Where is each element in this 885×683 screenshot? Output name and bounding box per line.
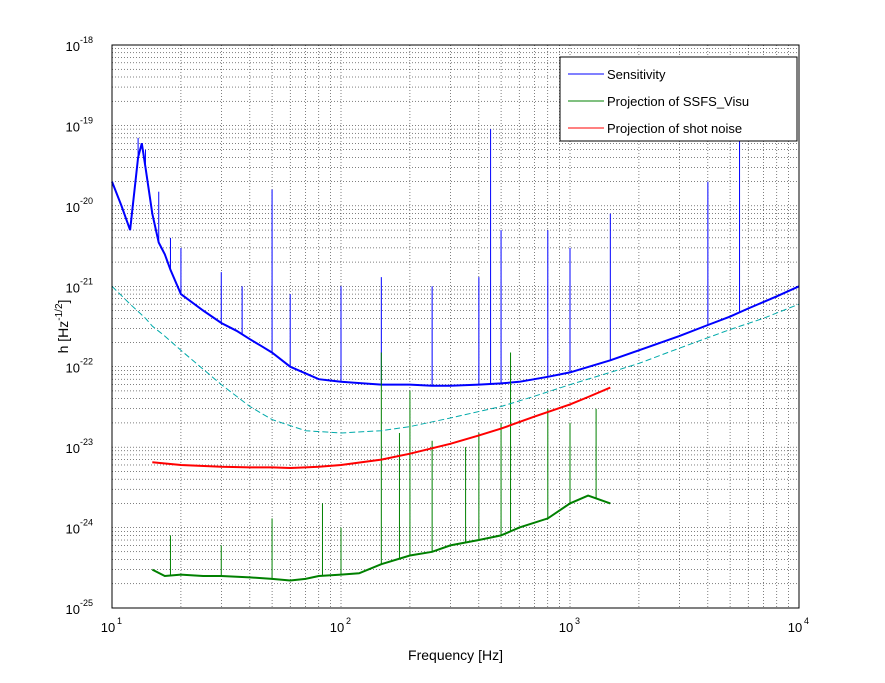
legend-entry: Projection of shot noise	[568, 121, 742, 136]
x-tick-base: 10	[101, 620, 115, 635]
y-tick-exponent: -25	[80, 598, 93, 608]
x-tick-exponent: 2	[346, 616, 351, 626]
x-tick-base: 10	[330, 620, 344, 635]
y-tick-exponent: -22	[80, 357, 93, 367]
y-tick-base: 10	[66, 522, 80, 537]
series-line-1	[151, 494, 611, 582]
y-tick-label: 10 -20	[66, 196, 93, 215]
series-line-3	[111, 285, 800, 434]
series-layer	[111, 129, 800, 582]
legend-label: Sensitivity	[607, 67, 666, 82]
x-tick-base: 10	[788, 620, 802, 635]
y-tick-label: 10 -22	[66, 357, 93, 376]
x-tick-base: 10	[559, 620, 573, 635]
x-tick-label: 10 4	[788, 616, 809, 635]
x-tick-exponent: 1	[117, 616, 122, 626]
x-axis-label: Frequency [Hz]	[408, 647, 503, 663]
series-line-0	[111, 143, 800, 387]
plot-frame	[111, 44, 800, 609]
y-tick-base: 10	[66, 39, 80, 54]
legend-box	[559, 56, 798, 142]
y-tick-base: 10	[66, 119, 80, 134]
y-tick-label: 10 -23	[66, 437, 93, 456]
y-tick-label: 10 -19	[66, 115, 93, 134]
series-line-2	[152, 386, 611, 470]
y-tick-base: 10	[66, 361, 80, 376]
y-tick-exponent: -20	[80, 196, 93, 206]
y-tick-label: 10 -21	[66, 276, 93, 295]
y-tick-exponent: -24	[80, 518, 93, 528]
y-tick-base: 10	[66, 280, 80, 295]
x-tick-exponent: 4	[804, 616, 809, 626]
y-tick-label: 10 -24	[66, 518, 93, 537]
y-axis-label-main: h [Hz	[55, 321, 71, 354]
legend-label: Projection of shot noise	[607, 121, 742, 136]
legend-label: Projection of SSFS_Visu	[607, 94, 749, 109]
y-tick-exponent: -19	[80, 115, 93, 125]
y-tick-exponent: -21	[80, 276, 93, 286]
y-axis-label-superscript: -1/2	[54, 303, 65, 321]
x-tick-label: 10 1	[101, 616, 122, 635]
y-tick-base: 10	[66, 602, 80, 617]
x-tick-label: 10 3	[559, 616, 580, 635]
legend-entry: Sensitivity	[568, 67, 666, 82]
x-tick-exponent: 3	[575, 616, 580, 626]
y-tick-base: 10	[66, 441, 80, 456]
y-axis-label-end: ]	[55, 300, 71, 304]
legend: Sensitivity Projection of SSFS_Visu Proje…	[559, 56, 798, 142]
y-tick-label: 10 -18	[66, 35, 93, 54]
y-tick-base: 10	[66, 200, 80, 215]
y-tick-exponent: -23	[80, 437, 93, 447]
x-tick-label: 10 2	[330, 616, 351, 635]
y-axis-label: h [Hz-1/2]	[54, 300, 71, 354]
y-tick-label: 10 -25	[66, 598, 93, 617]
legend-entry: Projection of SSFS_Visu	[568, 94, 749, 109]
grid	[111, 45, 799, 609]
y-tick-exponent: -18	[80, 35, 93, 45]
